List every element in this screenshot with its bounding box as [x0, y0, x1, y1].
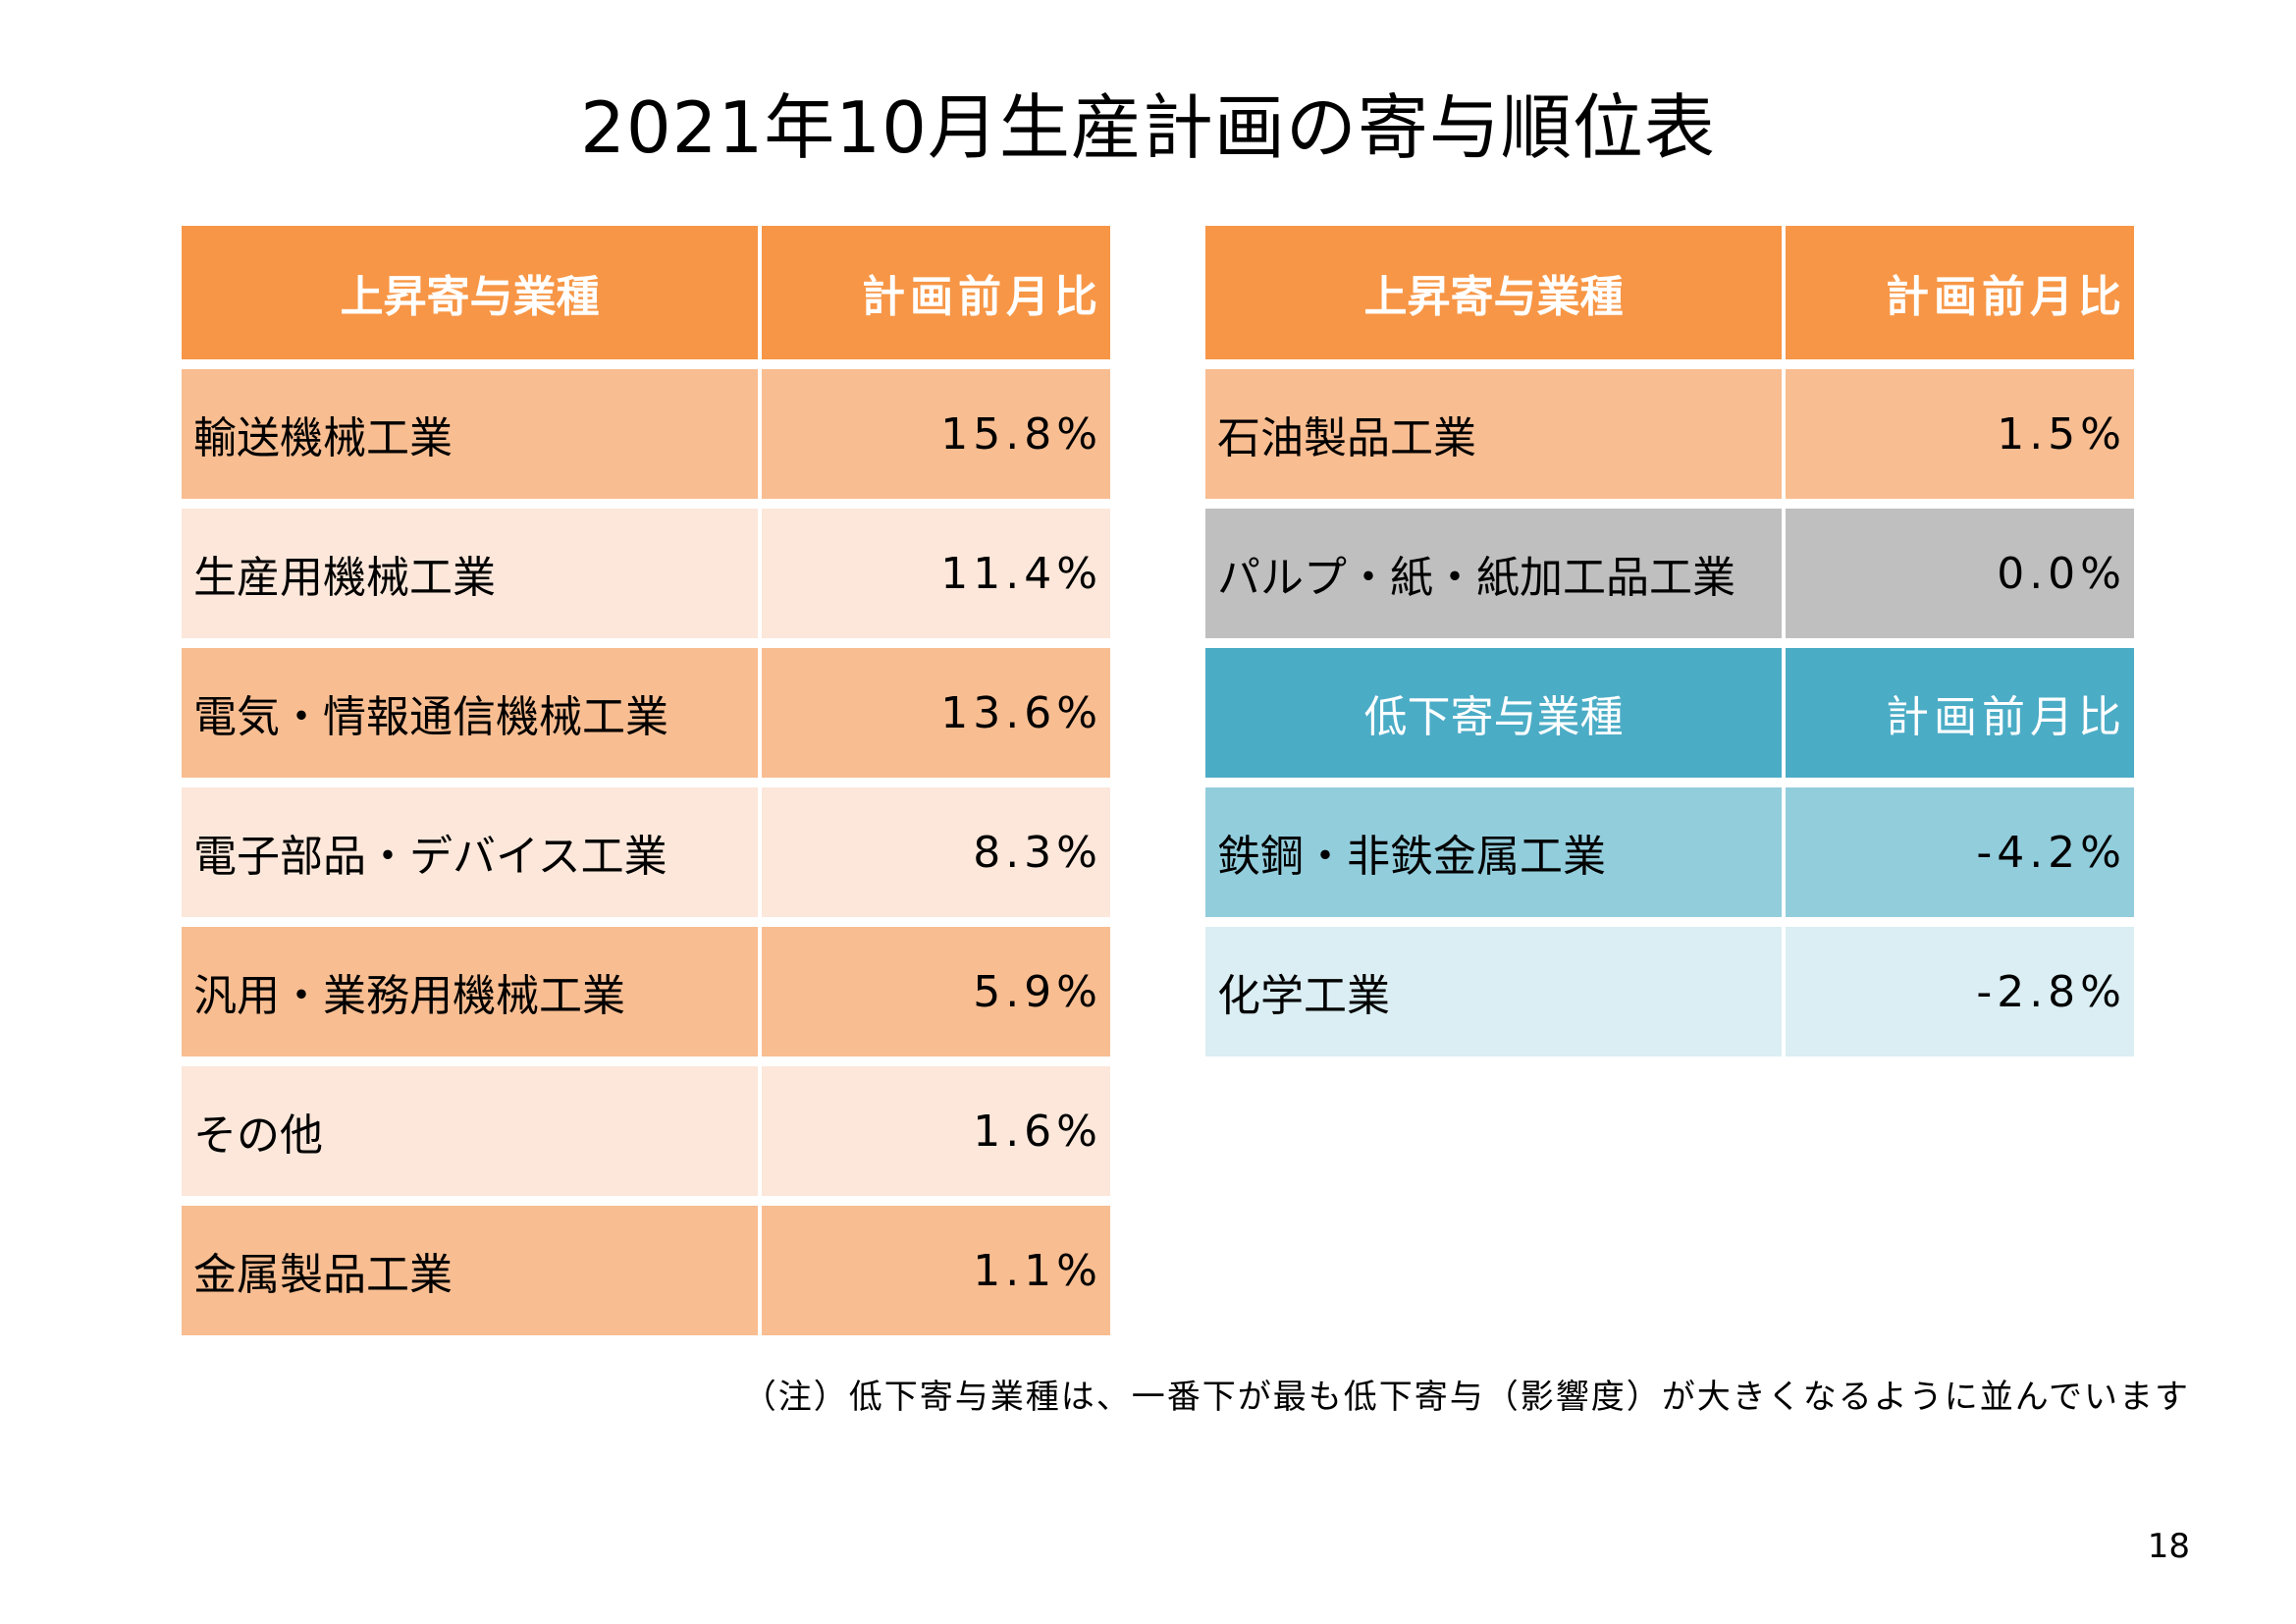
table-row: 輸送機械工業 15.8%	[182, 369, 1110, 499]
value-cell: 5.9%	[762, 927, 1110, 1056]
table-row: その他 1.6%	[182, 1066, 1110, 1196]
table-row: 電気・情報通信機械工業 13.6%	[182, 648, 1110, 778]
table-row: パルプ・紙・紙加工品工業 0.0%	[1205, 509, 2134, 638]
industry-cell: 電子部品・デバイス工業	[182, 787, 762, 917]
table-row: 鉄鋼・非鉄金属工業 -4.2%	[1205, 787, 2134, 917]
table-row: 化学工業 -2.8%	[1205, 927, 2134, 1056]
value-cell: 13.6%	[762, 648, 1110, 778]
value-cell: -4.2%	[1786, 787, 2134, 917]
value-cell: 15.8%	[762, 369, 1110, 499]
table-header-row: 上昇寄与業種 計画前月比	[1205, 226, 2134, 359]
table-row: 汎用・業務用機械工業 5.9%	[182, 927, 1110, 1056]
page-title: 2021年10月生産計画の寄与順位表	[580, 86, 1716, 169]
header-value: 計画前月比	[1786, 648, 2134, 778]
rise-contribution-table: 上昇寄与業種 計画前月比 輸送機械工業 15.8% 生産用機械工業 11.4% …	[182, 216, 1110, 1345]
header-value: 計画前月比	[1786, 226, 2134, 359]
value-cell: 8.3%	[762, 787, 1110, 917]
header-industry: 上昇寄与業種	[182, 226, 762, 359]
value-cell: 11.4%	[762, 509, 1110, 638]
industry-cell: 電気・情報通信機械工業	[182, 648, 762, 778]
industry-cell: 金属製品工業	[182, 1206, 762, 1335]
table-header-row: 低下寄与業種 計画前月比	[1205, 648, 2134, 778]
industry-cell: 生産用機械工業	[182, 509, 762, 638]
table-row: 生産用機械工業 11.4%	[182, 509, 1110, 638]
industry-cell: パルプ・紙・紙加工品工業	[1205, 509, 1786, 638]
industry-cell: 輸送機械工業	[182, 369, 762, 499]
table-row: 石油製品工業 1.5%	[1205, 369, 2134, 499]
value-cell: 0.0%	[1786, 509, 2134, 638]
footnote: （注）低下寄与業種は、一番下が最も低下寄与（影響度）が大きくなるように並んでいま…	[742, 1378, 2190, 1417]
page-number: 18	[2147, 1527, 2190, 1566]
industry-cell: 汎用・業務用機械工業	[182, 927, 762, 1056]
industry-cell: 化学工業	[1205, 927, 1786, 1056]
value-cell: 1.6%	[762, 1066, 1110, 1196]
header-value: 計画前月比	[762, 226, 1110, 359]
value-cell: 1.1%	[762, 1206, 1110, 1335]
value-cell: -2.8%	[1786, 927, 2134, 1056]
header-industry: 低下寄与業種	[1205, 648, 1786, 778]
rise-fall-contribution-table: 上昇寄与業種 計画前月比 石油製品工業 1.5% パルプ・紙・紙加工品工業 0.…	[1205, 216, 2134, 1066]
header-industry: 上昇寄与業種	[1205, 226, 1786, 359]
table-row: 金属製品工業 1.1%	[182, 1206, 1110, 1335]
industry-cell: その他	[182, 1066, 762, 1196]
table-row: 電子部品・デバイス工業 8.3%	[182, 787, 1110, 917]
industry-cell: 石油製品工業	[1205, 369, 1786, 499]
value-cell: 1.5%	[1786, 369, 2134, 499]
table-header-row: 上昇寄与業種 計画前月比	[182, 226, 1110, 359]
industry-cell: 鉄鋼・非鉄金属工業	[1205, 787, 1786, 917]
